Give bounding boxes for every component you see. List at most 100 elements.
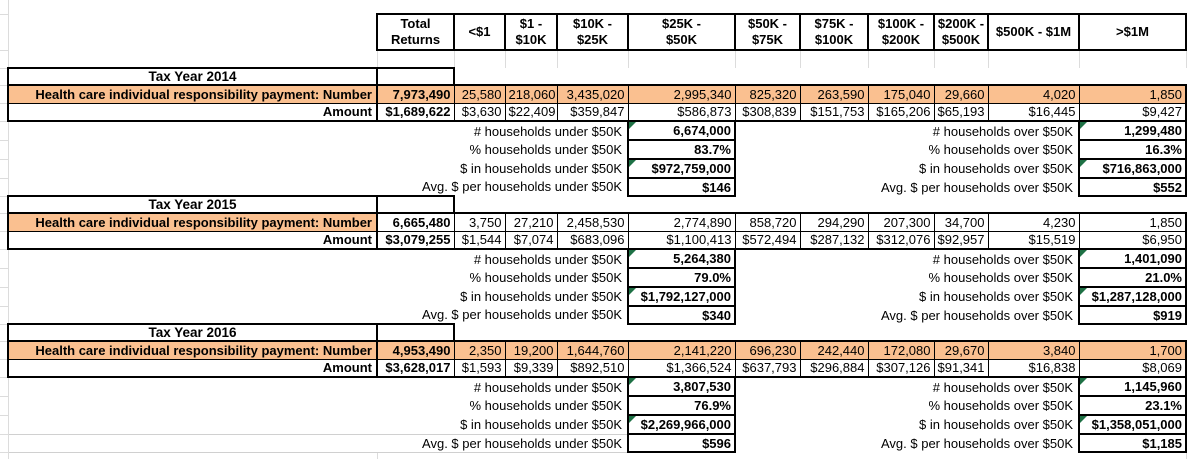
summary-label-under-pct[interactable]: % households under $50K	[469, 270, 622, 285]
number-cell[interactable]: 172,080	[867, 340, 935, 360]
column-header-1-10k[interactable]: $1 - $10K	[504, 13, 558, 51]
column-header-lt1[interactable]: <$1	[453, 13, 506, 51]
summary-label-under-avg[interactable]: Avg. $ per households under $50K	[422, 307, 622, 322]
amount-cell[interactable]: $1,689,622	[376, 102, 455, 122]
amount-cell[interactable]: $22,409	[504, 102, 558, 122]
summary-value-under-dollars[interactable]: $2,269,966,000	[627, 414, 736, 435]
number-cell[interactable]: 175,040	[867, 84, 935, 104]
summary-label-over-pct[interactable]: % households over $50K	[928, 270, 1073, 285]
amount-cell[interactable]: $1,366,524	[627, 358, 736, 378]
summary-label-over-avg[interactable]: Avg. $ per households over $50K	[880, 179, 1073, 195]
number-cell[interactable]: 7,973,490	[376, 84, 455, 104]
amount-cell[interactable]: $6,950	[1078, 230, 1187, 250]
column-header-10k-25k[interactable]: $10K - $25K	[556, 13, 629, 51]
summary-label-under-count[interactable]: # households under $50K	[473, 251, 622, 267]
amount-row-label[interactable]: Amount	[7, 358, 378, 378]
empty-bordered-cell[interactable]	[376, 323, 455, 342]
amount-cell[interactable]: $92,957	[933, 230, 989, 250]
amount-cell[interactable]: $16,838	[987, 358, 1080, 378]
summary-label-over-dollars[interactable]: $ in households over $50K	[919, 289, 1073, 304]
summary-value-under-count[interactable]: 5,264,380	[627, 248, 736, 269]
amount-cell[interactable]: $3,628,017	[376, 358, 455, 378]
amount-cell[interactable]: $91,341	[933, 358, 989, 378]
summary-label-over-count[interactable]: # households over $50K	[932, 251, 1073, 267]
number-cell[interactable]: 19,200	[504, 340, 558, 360]
number-cell[interactable]: 218,060	[504, 84, 558, 104]
summary-label-under-dollars[interactable]: $ in households under $50K	[460, 161, 622, 176]
number-cell[interactable]: 6,665,480	[376, 212, 455, 232]
summary-value-under-pct[interactable]: 76.9%	[627, 395, 736, 416]
number-cell[interactable]: 294,290	[799, 212, 869, 232]
summary-value-under-pct[interactable]: 79.0%	[627, 267, 736, 288]
amount-cell[interactable]: $15,519	[987, 230, 1080, 250]
summary-value-under-pct[interactable]: 83.7%	[627, 139, 736, 160]
number-cell[interactable]: 263,590	[799, 84, 869, 104]
summary-label-under-dollars[interactable]: $ in households under $50K	[8, 415, 628, 435]
column-header-50k-75k[interactable]: $50K - $75K	[734, 13, 801, 51]
number-cell[interactable]: 2,350	[453, 340, 506, 360]
number-cell[interactable]: 4,953,490	[376, 340, 455, 360]
number-cell[interactable]: 3,750	[453, 212, 506, 232]
summary-value-under-avg[interactable]: $340	[627, 305, 736, 325]
empty-bordered-cell[interactable]	[376, 67, 455, 86]
summary-label-over-pct[interactable]: % households over $50K	[928, 398, 1073, 413]
number-cell[interactable]: 1,850	[1078, 212, 1187, 232]
summary-label-under-count[interactable]: # households under $50K	[473, 379, 622, 395]
number-row-label[interactable]: Health care individual responsibility pa…	[7, 340, 378, 360]
number-cell[interactable]: 242,440	[799, 340, 869, 360]
amount-cell[interactable]: $151,753	[799, 102, 869, 122]
amount-cell[interactable]: $892,510	[556, 358, 629, 378]
summary-value-over-avg[interactable]: $919	[1078, 305, 1187, 325]
number-cell[interactable]: 696,230	[734, 340, 801, 360]
summary-value-over-pct[interactable]: 23.1%	[1078, 395, 1187, 416]
number-cell[interactable]: 207,300	[867, 212, 935, 232]
summary-label-over-avg[interactable]: Avg. $ per households over $50K	[880, 307, 1073, 323]
amount-row-label[interactable]: Amount	[7, 230, 378, 250]
column-header-75k-100k[interactable]: $75K - $100K	[799, 13, 869, 51]
amount-cell[interactable]: $165,206	[867, 102, 935, 122]
amount-cell[interactable]: $683,096	[556, 230, 629, 250]
number-cell[interactable]: 1,700	[1078, 340, 1187, 360]
column-header-500k-1m[interactable]: $500K - $1M	[987, 13, 1080, 51]
number-cell[interactable]: 29,660	[933, 84, 989, 104]
year-title-2016[interactable]: Tax Year 2016	[7, 323, 378, 342]
number-row-label[interactable]: Health care individual responsibility pa…	[7, 84, 378, 104]
amount-cell[interactable]: $586,873	[627, 102, 736, 122]
amount-cell[interactable]: $1,544	[453, 230, 506, 250]
summary-value-over-dollars[interactable]: $1,287,128,000	[1078, 286, 1187, 307]
amount-cell[interactable]: $637,793	[734, 358, 801, 378]
number-cell[interactable]: 2,141,220	[627, 340, 736, 360]
amount-cell[interactable]: $308,839	[734, 102, 801, 122]
summary-label-under-dollars[interactable]: $ in households under $50K	[460, 289, 622, 304]
summary-value-over-pct[interactable]: 21.0%	[1078, 267, 1187, 288]
amount-cell[interactable]: $7,074	[504, 230, 558, 250]
column-header-total-returns[interactable]: Total Returns	[376, 13, 455, 51]
number-cell[interactable]: 2,458,530	[556, 212, 629, 232]
number-row-label[interactable]: Health care individual responsibility pa…	[7, 212, 378, 232]
amount-cell[interactable]: $9,339	[504, 358, 558, 378]
amount-cell[interactable]: $296,884	[799, 358, 869, 378]
amount-cell[interactable]: $65,193	[933, 102, 989, 122]
column-header-gt1m[interactable]: >$1M	[1078, 13, 1187, 51]
column-header-100k-200k[interactable]: $100K - $200K	[867, 13, 935, 51]
amount-cell[interactable]: $359,847	[556, 102, 629, 122]
summary-label-over-count[interactable]: # households over $50K	[932, 123, 1073, 139]
summary-value-under-avg[interactable]: $146	[627, 177, 736, 197]
number-cell[interactable]: 1,644,760	[556, 340, 629, 360]
summary-value-over-count[interactable]: 1,299,480	[1078, 120, 1187, 141]
amount-cell[interactable]: $8,069	[1078, 358, 1187, 378]
number-cell[interactable]: 858,720	[734, 212, 801, 232]
summary-label-over-dollars[interactable]: $ in households over $50K	[919, 161, 1073, 176]
number-cell[interactable]: 4,020	[987, 84, 1080, 104]
summary-value-under-count[interactable]: 3,807,530	[627, 376, 736, 397]
number-cell[interactable]: 4,230	[987, 212, 1080, 232]
number-cell[interactable]: 1,850	[1078, 84, 1187, 104]
amount-cell[interactable]: $9,427	[1078, 102, 1187, 122]
number-cell[interactable]: 25,580	[453, 84, 506, 104]
year-title-2015[interactable]: Tax Year 2015	[7, 195, 378, 214]
number-cell[interactable]: 27,210	[504, 212, 558, 232]
amount-cell[interactable]: $307,126	[867, 358, 935, 378]
summary-label-under-pct[interactable]: % households under $50K	[469, 398, 622, 413]
summary-label-over-pct[interactable]: % households over $50K	[928, 142, 1073, 157]
amount-cell[interactable]: $572,494	[734, 230, 801, 250]
